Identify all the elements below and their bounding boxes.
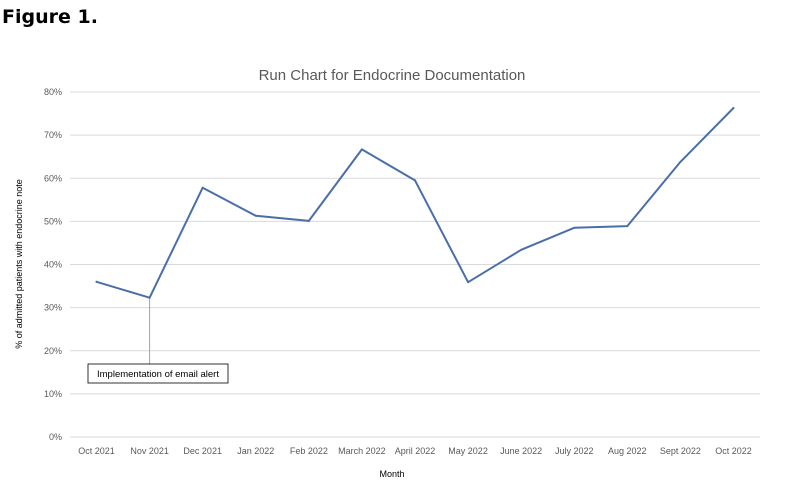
data-point — [95, 280, 98, 283]
data-point — [626, 225, 629, 228]
y-tick-label: 0% — [49, 432, 62, 442]
x-tick-label: June 2022 — [500, 446, 542, 456]
annotation-box — [87, 363, 229, 384]
x-tick-label: Sept 2022 — [660, 446, 701, 456]
data-point — [414, 179, 416, 182]
data-point — [148, 296, 151, 299]
x-tick-label: Aug 2022 — [608, 446, 647, 456]
y-tick-label: 10% — [44, 389, 62, 399]
y-tick-label: 40% — [44, 260, 62, 270]
y-tick-label: 70% — [44, 130, 62, 140]
x-tick-label: July 2022 — [555, 446, 594, 456]
annotation-text: Implementation of email alert — [97, 369, 219, 380]
x-tick-label: April 2022 — [395, 446, 436, 456]
data-point — [732, 106, 735, 109]
y-axis-title: % of admitted patients with endocrine no… — [14, 179, 24, 349]
series-line — [95, 107, 735, 299]
x-tick-label: Jan 2022 — [237, 446, 274, 456]
x-axis-title: Month — [379, 469, 404, 479]
data-point — [573, 226, 576, 229]
x-tick-label: Feb 2022 — [290, 446, 328, 456]
chart-title: Run Chart for Endocrine Documentation — [259, 67, 526, 84]
data-point — [201, 186, 204, 189]
y-tick-labels: 0% 10% 20% 30% 40% 50% 60% 70% 80% — [44, 87, 62, 442]
y-tick-label: 30% — [44, 303, 62, 313]
data-point — [467, 281, 470, 284]
y-tick-label: 80% — [44, 87, 62, 97]
figure-label: Figure 1. — [2, 6, 98, 28]
data-point — [307, 219, 310, 222]
data-point — [679, 160, 682, 163]
series-group — [95, 106, 735, 299]
x-tick-label: Dec 2021 — [183, 446, 222, 456]
grid-lines — [70, 91, 760, 438]
x-tick-label: Oct 2021 — [78, 446, 115, 456]
y-tick-label: 50% — [44, 216, 62, 226]
x-tick-label: Nov 2021 — [130, 446, 169, 456]
x-tick-labels: Oct 2021 Nov 2021 Dec 2021 Jan 2022 Feb 2022… — [78, 446, 751, 456]
x-tick-label: March 2022 — [338, 446, 386, 456]
data-point — [254, 214, 257, 217]
data-point — [520, 248, 523, 251]
x-tick-label: Oct 2022 — [715, 446, 752, 456]
data-point — [360, 148, 363, 151]
annotation-group: Implementation of email alert — [87, 297, 229, 384]
y-tick-label: 60% — [44, 173, 62, 183]
y-tick-label: 20% — [44, 346, 62, 356]
x-tick-label: May 2022 — [448, 446, 488, 456]
